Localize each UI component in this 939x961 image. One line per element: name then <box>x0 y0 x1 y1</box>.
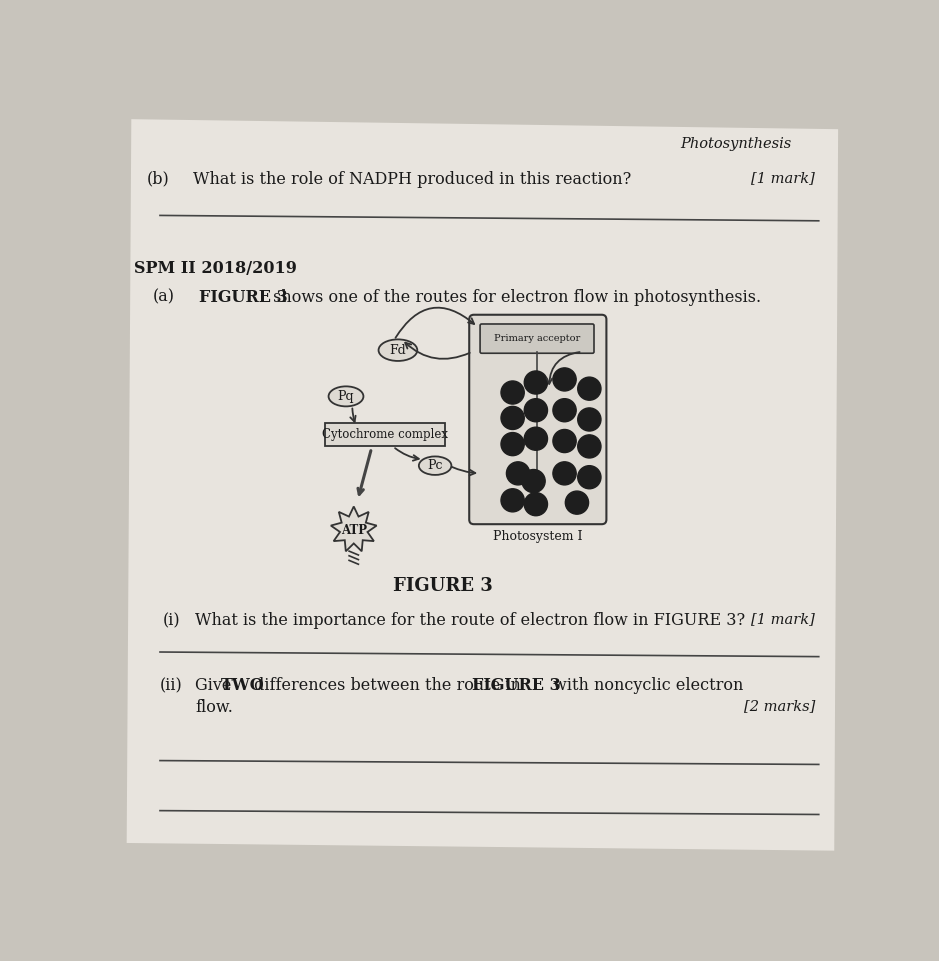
Circle shape <box>524 493 547 516</box>
Circle shape <box>553 399 577 422</box>
Circle shape <box>522 470 546 493</box>
Circle shape <box>553 430 577 453</box>
Circle shape <box>553 462 577 485</box>
Ellipse shape <box>329 386 363 407</box>
Circle shape <box>553 368 577 391</box>
Circle shape <box>577 466 601 489</box>
Circle shape <box>577 407 601 431</box>
Text: Pq: Pq <box>338 390 354 403</box>
Text: Photosystem I: Photosystem I <box>493 530 582 543</box>
Text: Pc: Pc <box>427 459 443 472</box>
Circle shape <box>524 371 547 394</box>
Circle shape <box>524 428 547 451</box>
Polygon shape <box>331 506 377 552</box>
Text: flow.: flow. <box>195 699 233 716</box>
Circle shape <box>565 491 589 514</box>
Text: FIGURE 3: FIGURE 3 <box>472 678 561 695</box>
Text: (ii): (ii) <box>160 678 183 695</box>
Text: (i): (i) <box>162 612 180 628</box>
Polygon shape <box>127 119 839 850</box>
Text: FIGURE 3: FIGURE 3 <box>393 578 493 595</box>
Circle shape <box>506 462 530 485</box>
Circle shape <box>501 489 524 512</box>
Circle shape <box>577 435 601 458</box>
Ellipse shape <box>419 456 452 475</box>
Text: What is the importance for the route of electron flow in FIGURE 3?: What is the importance for the route of … <box>195 612 745 628</box>
Text: TWO: TWO <box>221 678 264 695</box>
Text: SPM II 2018/2019: SPM II 2018/2019 <box>134 260 298 277</box>
Circle shape <box>524 399 547 422</box>
Text: Cytochrome complex: Cytochrome complex <box>322 429 448 441</box>
Text: (a): (a) <box>152 288 175 306</box>
Text: (b): (b) <box>146 171 170 187</box>
Text: [1 mark]: [1 mark] <box>751 171 815 185</box>
Text: Primary acceptor: Primary acceptor <box>494 334 580 343</box>
FancyBboxPatch shape <box>325 423 445 447</box>
FancyBboxPatch shape <box>470 315 607 524</box>
Text: shows one of the routes for electron flow in photosynthesis.: shows one of the routes for electron flo… <box>269 288 762 306</box>
Text: ATP: ATP <box>341 524 367 537</box>
Text: Fd: Fd <box>390 344 407 357</box>
Text: Give: Give <box>195 678 237 695</box>
Circle shape <box>501 432 524 456</box>
Ellipse shape <box>378 339 417 361</box>
Text: [2 marks]: [2 marks] <box>744 699 815 713</box>
Circle shape <box>577 377 601 400</box>
Circle shape <box>501 381 524 404</box>
Text: Photosynthesis: Photosynthesis <box>681 136 792 151</box>
Text: with noncyclic electron: with noncyclic electron <box>548 678 744 695</box>
Text: What is the role of NADPH produced in this reaction?: What is the role of NADPH produced in th… <box>193 171 632 187</box>
FancyBboxPatch shape <box>480 324 594 354</box>
Circle shape <box>501 407 524 430</box>
Text: FIGURE 3: FIGURE 3 <box>199 288 287 306</box>
Text: [1 mark]: [1 mark] <box>751 612 815 626</box>
Text: differences between the route in: differences between the route in <box>249 678 526 695</box>
